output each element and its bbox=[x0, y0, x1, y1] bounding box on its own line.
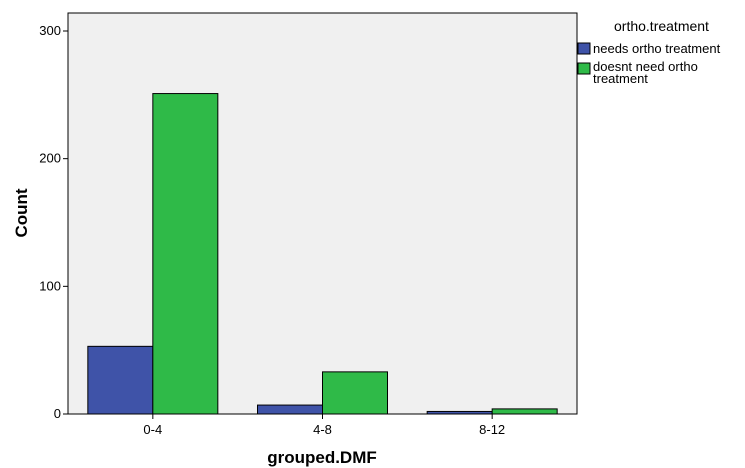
x-tick-label: 0-4 bbox=[143, 422, 162, 437]
legend-swatch-doesnt-need-ortho bbox=[577, 62, 591, 75]
bar-4-8-doesnt-need-ortho bbox=[322, 371, 388, 415]
y-axis: 0 100 200 300 bbox=[39, 23, 68, 421]
legend-label-doesnt-need-ortho: doesnt need ortho treatment bbox=[593, 59, 701, 86]
bar-4-8-needs-ortho bbox=[257, 404, 323, 415]
bar-8-12-doesnt-need-ortho bbox=[491, 408, 558, 415]
bar-0-4-doesnt-need-ortho bbox=[152, 93, 219, 415]
legend-swatch-needs-ortho bbox=[577, 42, 591, 55]
y-tick-label: 100 bbox=[39, 278, 61, 293]
y-tick-label: 200 bbox=[39, 151, 61, 166]
x-tick-label: 8-12 bbox=[479, 422, 505, 437]
x-axis: 0-4 4-8 8-12 bbox=[143, 414, 505, 437]
bar-8-12-needs-ortho bbox=[426, 410, 493, 415]
chart-marks bbox=[87, 93, 558, 415]
y-axis-title: Count bbox=[12, 188, 31, 237]
x-axis-title: grouped.DMF bbox=[267, 448, 377, 467]
y-tick-label: 0 bbox=[54, 406, 61, 421]
x-tick-label: 4-8 bbox=[313, 422, 332, 437]
bar-0-4-needs-ortho bbox=[87, 345, 154, 415]
legend: ortho.treatment needs ortho treatment do… bbox=[577, 18, 721, 86]
legend-title: ortho.treatment bbox=[614, 18, 709, 34]
y-tick-label: 300 bbox=[39, 23, 61, 38]
legend-label-needs-ortho: needs ortho treatment bbox=[593, 41, 721, 56]
